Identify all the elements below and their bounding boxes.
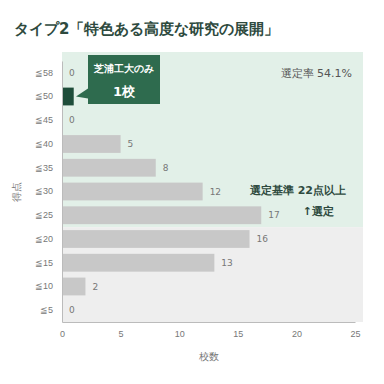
bar <box>62 206 261 224</box>
data-label: 17 <box>268 210 279 220</box>
y-tick-label: ≦10 <box>35 281 53 291</box>
y-tick: ≦40 <box>35 139 62 149</box>
data-labels: 0 0 5 8 12 17 16 13 2 0 <box>69 68 280 315</box>
y-tick: ≦58 <box>35 68 62 78</box>
y-tick: ≦45 <box>35 115 62 125</box>
y-tick: ≦30 <box>35 186 62 196</box>
x-axis: 0 5 10 15 20 25 <box>60 322 361 339</box>
y-tick-label: ≦15 <box>35 258 53 268</box>
y-tick-label: ≦50 <box>35 91 53 101</box>
annotation: 選定基準 22点以上 <box>249 184 346 197</box>
data-label: 5 <box>128 139 134 149</box>
x-tick: 25 <box>350 322 360 339</box>
y-tick: ≦5 <box>40 305 62 315</box>
callout-box <box>76 55 160 104</box>
y-axis-line <box>62 62 63 323</box>
bar <box>62 159 156 177</box>
x-tick: 20 <box>292 322 302 339</box>
y-tick-label: ≦45 <box>35 115 53 125</box>
data-label: 0 <box>69 68 75 78</box>
data-label: 8 <box>163 163 169 173</box>
y-tick-label: ≦25 <box>35 210 53 220</box>
y-tick-label: ≦20 <box>35 234 53 244</box>
y-axis: ≦58 ≦50 ≦45 ≦40 ≦35 ≦30 ≦25 ≦20 ≦15 ≦10 ≦5 <box>35 62 63 323</box>
bar <box>62 183 203 201</box>
y-tick: ≦25 <box>35 210 62 220</box>
x-tick: 0 <box>60 322 65 339</box>
y-tick: ≦10 <box>35 281 62 291</box>
annotation: ↑選定 <box>303 205 334 218</box>
bar <box>62 254 214 272</box>
y-tick: ≦50 <box>35 91 62 101</box>
y-tick: ≦35 <box>35 163 62 173</box>
x-tick-label: 15 <box>233 329 243 339</box>
chart: タイプ2「特色ある高度な研究の展開」0058121716132005101520… <box>0 0 384 384</box>
x-tick-label: 25 <box>350 329 360 339</box>
bar <box>62 88 74 106</box>
x-axis-line <box>63 322 356 323</box>
y-tick-label: ≦30 <box>35 186 53 196</box>
x-tick-label: 10 <box>175 329 185 339</box>
y-axis-title: 得点 <box>11 182 22 202</box>
bar <box>62 135 121 153</box>
annotation: 選定率 54.1% <box>281 67 352 80</box>
y-tick-label: ≦5 <box>40 305 53 315</box>
annotations: 選定率 54.1% 芝浦工大のみ 1校選定基準 22点以上 ↑選定 <box>76 55 352 218</box>
x-axis-title: 校数 <box>198 351 219 362</box>
title: タイプ2「特色ある高度な研究の展開」 <box>14 20 279 38</box>
x-tick-label: 5 <box>119 329 124 339</box>
bar <box>62 230 250 248</box>
x-tick-label: 20 <box>292 329 302 339</box>
data-label: 0 <box>69 305 75 315</box>
y-tick-label: ≦40 <box>35 139 53 149</box>
data-label: 12 <box>210 187 221 197</box>
x-tick: 10 <box>175 322 185 339</box>
y-tick-label: ≦58 <box>35 68 53 78</box>
callout-text: 芝浦工大のみ <box>93 63 154 74</box>
bars <box>62 88 261 296</box>
data-label: 13 <box>221 258 232 268</box>
data-label: 2 <box>92 282 98 292</box>
data-label: 16 <box>257 234 269 244</box>
data-label: 0 <box>69 115 75 125</box>
y-tick-label: ≦35 <box>35 163 53 173</box>
bar <box>62 278 85 296</box>
selected-region <box>62 52 363 227</box>
y-tick: ≦15 <box>35 258 62 268</box>
x-tick: 15 <box>233 322 243 339</box>
unselected-region <box>62 227 363 322</box>
x-tick: 5 <box>119 322 124 339</box>
y-tick: ≦20 <box>35 234 62 244</box>
callout-text: 1校 <box>113 84 136 99</box>
x-tick-label: 0 <box>60 329 65 339</box>
